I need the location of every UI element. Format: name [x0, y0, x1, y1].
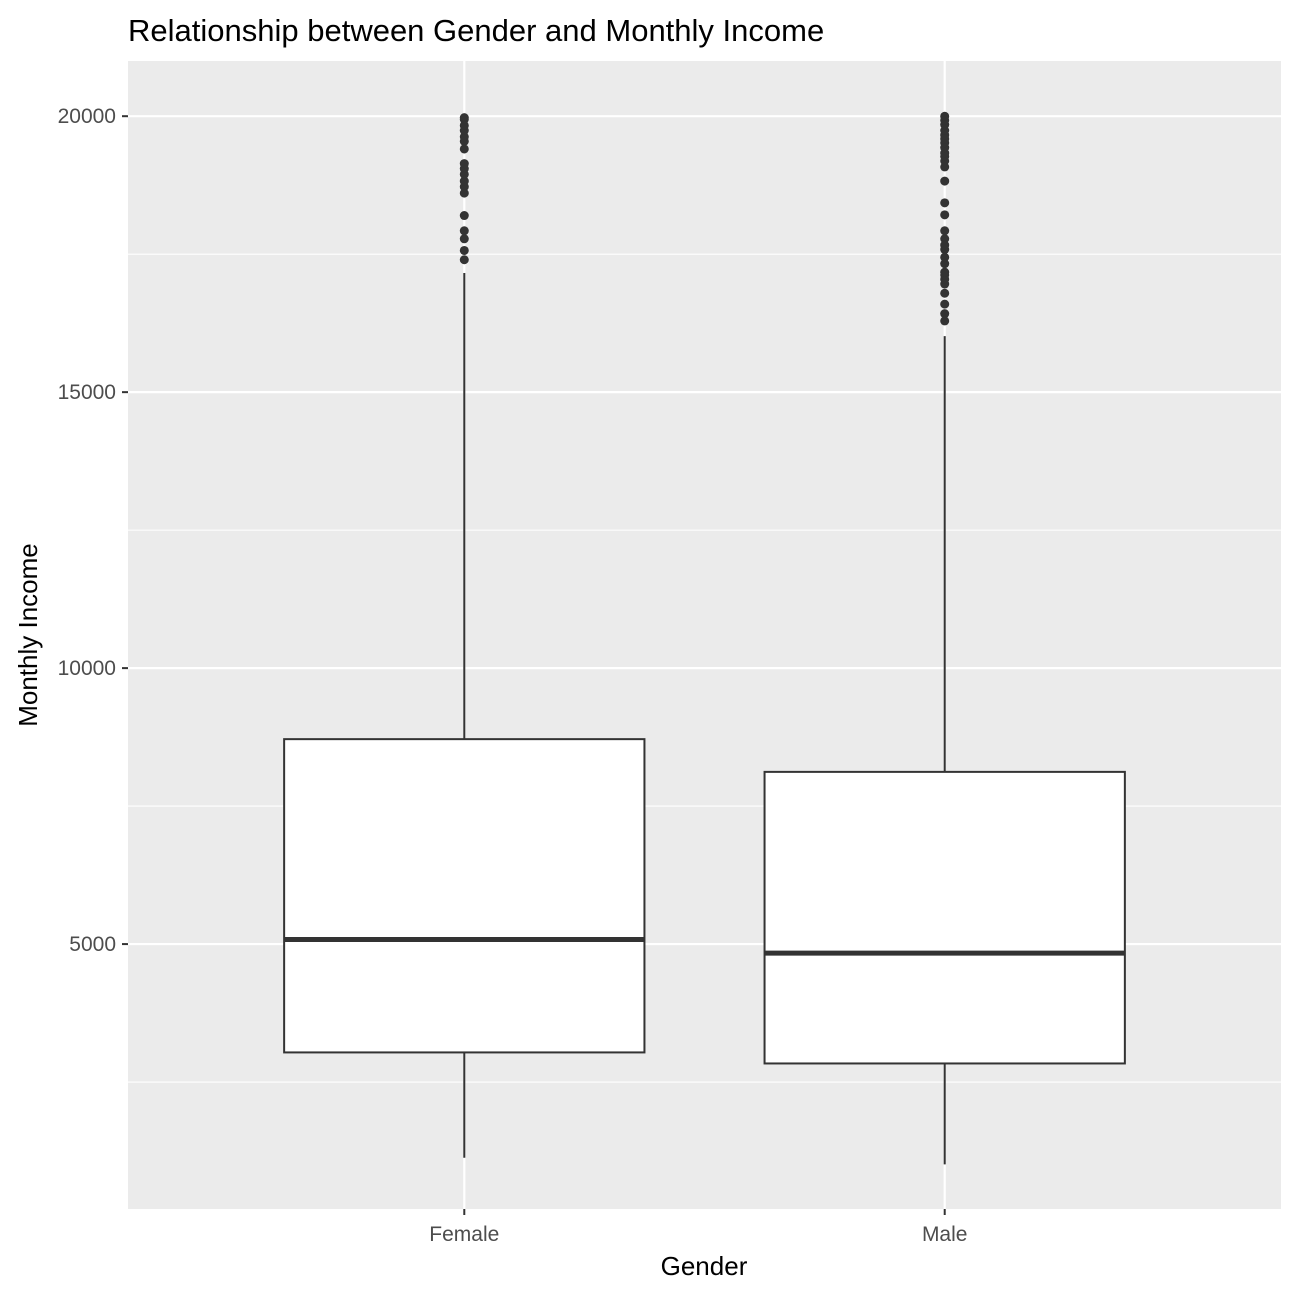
outlier-point	[459, 255, 469, 265]
outlier-point	[459, 211, 469, 221]
y-tick-label: 10000	[58, 657, 116, 680]
x-axis-title: Gender	[661, 1251, 748, 1281]
box-male	[763, 111, 1126, 1165]
chart-title: Relationship between Gender and Monthly …	[128, 13, 824, 48]
outlier-point	[940, 226, 950, 236]
outlier-point	[940, 288, 950, 298]
outlier-point	[940, 259, 950, 269]
x-axis-ticks: Female Male	[429, 1209, 967, 1246]
outlier-point	[940, 234, 950, 244]
outlier-point	[940, 252, 950, 262]
outlier-point	[940, 267, 950, 277]
outlier-point	[940, 240, 950, 250]
outlier-point	[940, 299, 950, 309]
outlier-point	[459, 234, 469, 244]
outlier-point	[459, 176, 469, 186]
outlier-point	[459, 144, 469, 154]
box-layer	[283, 111, 1126, 1165]
y-tick-label: 15000	[58, 381, 116, 404]
y-tick-label: 20000	[58, 105, 116, 128]
outlier-point	[459, 132, 469, 142]
outlier-point	[459, 226, 469, 236]
outlier-point	[459, 245, 469, 255]
outlier-point	[940, 316, 950, 326]
outlier-point	[940, 176, 950, 186]
box-female	[283, 113, 646, 1158]
outlier-point	[940, 111, 950, 121]
outlier-point	[459, 188, 469, 198]
iqr-box	[283, 738, 646, 1054]
y-axis-title: Monthly Income	[13, 543, 43, 727]
outlier-point	[940, 309, 950, 319]
outlier-point	[940, 210, 950, 220]
outlier-point	[940, 198, 950, 208]
iqr-box	[763, 770, 1126, 1065]
x-tick-label: Male	[922, 1223, 968, 1246]
y-axis-ticks: 5000 10000 15000 20000	[58, 105, 128, 956]
x-tick-label: Female	[429, 1223, 499, 1246]
outlier-point	[459, 159, 469, 169]
outlier-point	[459, 113, 469, 123]
y-tick-label: 5000	[69, 933, 116, 956]
